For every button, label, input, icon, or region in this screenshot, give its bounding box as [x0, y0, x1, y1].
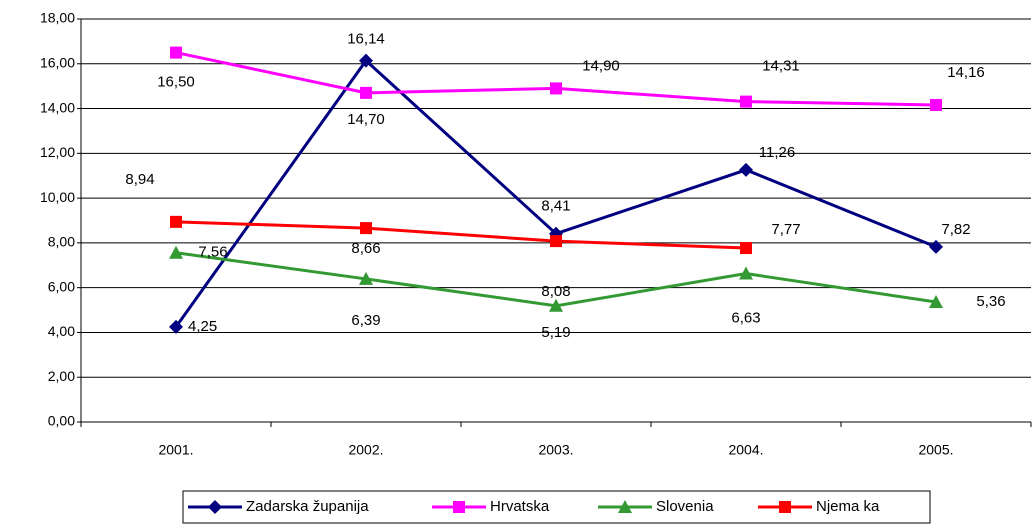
data-label: 7,56 [198, 244, 227, 261]
marker [739, 266, 753, 280]
data-label: 14,16 [947, 64, 985, 81]
marker [169, 245, 183, 259]
data-label: 5,19 [541, 324, 570, 341]
data-label: 7,82 [941, 221, 970, 238]
marker [359, 53, 373, 68]
legend-item: Njema ka [758, 498, 880, 515]
legend-label: Slovenia [656, 498, 714, 515]
marker [779, 501, 791, 513]
data-label: 8,41 [541, 198, 570, 215]
x-tick-label: 2001. [158, 442, 193, 458]
marker [360, 86, 372, 99]
marker [453, 501, 465, 513]
legend-label: Njema ka [816, 498, 880, 515]
marker [170, 215, 182, 228]
y-tick-label: 16,00 [40, 54, 75, 70]
marker [929, 294, 943, 308]
marker [549, 298, 563, 312]
data-label: 14,90 [582, 57, 620, 74]
y-tick-label: 14,00 [40, 99, 75, 115]
legend-label: Hrvatska [490, 498, 550, 515]
series-line [175, 51, 937, 107]
data-label: 4,25 [188, 318, 217, 335]
marker [208, 500, 222, 514]
legend-label: Zadarska županija [246, 498, 369, 515]
marker [929, 239, 943, 254]
y-tick-label: 6,00 [48, 278, 75, 294]
data-label: 6,39 [351, 312, 380, 329]
y-tick-label: 2,00 [48, 368, 75, 384]
y-tick-label: 10,00 [40, 189, 75, 205]
marker [360, 222, 372, 235]
marker [740, 95, 752, 108]
data-label: 5,36 [976, 293, 1005, 310]
data-label: 8,08 [541, 283, 570, 300]
marker [740, 242, 752, 255]
data-label: 8,94 [125, 171, 154, 188]
x-tick-label: 2005. [918, 442, 953, 458]
series-line [175, 220, 747, 250]
x-tick-label: 2003. [538, 442, 573, 458]
data-label: 16,50 [157, 74, 195, 91]
marker [550, 235, 562, 248]
data-label: 16,14 [347, 31, 385, 48]
data-label: 7,77 [771, 221, 800, 238]
marker [618, 500, 632, 513]
x-tick-label: 2004. [728, 442, 763, 458]
data-label: 8,66 [351, 240, 380, 257]
marker [930, 98, 942, 111]
y-tick-label: 4,00 [48, 323, 75, 339]
marker [169, 319, 183, 334]
y-tick-label: 8,00 [48, 234, 75, 250]
y-tick-label: 0,00 [48, 413, 75, 429]
marker [739, 162, 753, 177]
data-label: 14,31 [762, 58, 800, 75]
data-label: 14,70 [347, 111, 385, 128]
data-label: 6,63 [731, 310, 760, 327]
legend-item: Slovenia [598, 498, 714, 515]
x-tick-label: 2002. [348, 442, 383, 458]
legend-item: Hrvatska [432, 498, 550, 515]
marker [359, 271, 373, 285]
y-tick-label: 18,00 [40, 10, 75, 26]
legend-item: Zadarska županija [188, 498, 369, 515]
marker [170, 46, 182, 59]
data-label: 11,26 [759, 144, 795, 161]
y-tick-label: 12,00 [40, 144, 75, 160]
marker [550, 82, 562, 95]
